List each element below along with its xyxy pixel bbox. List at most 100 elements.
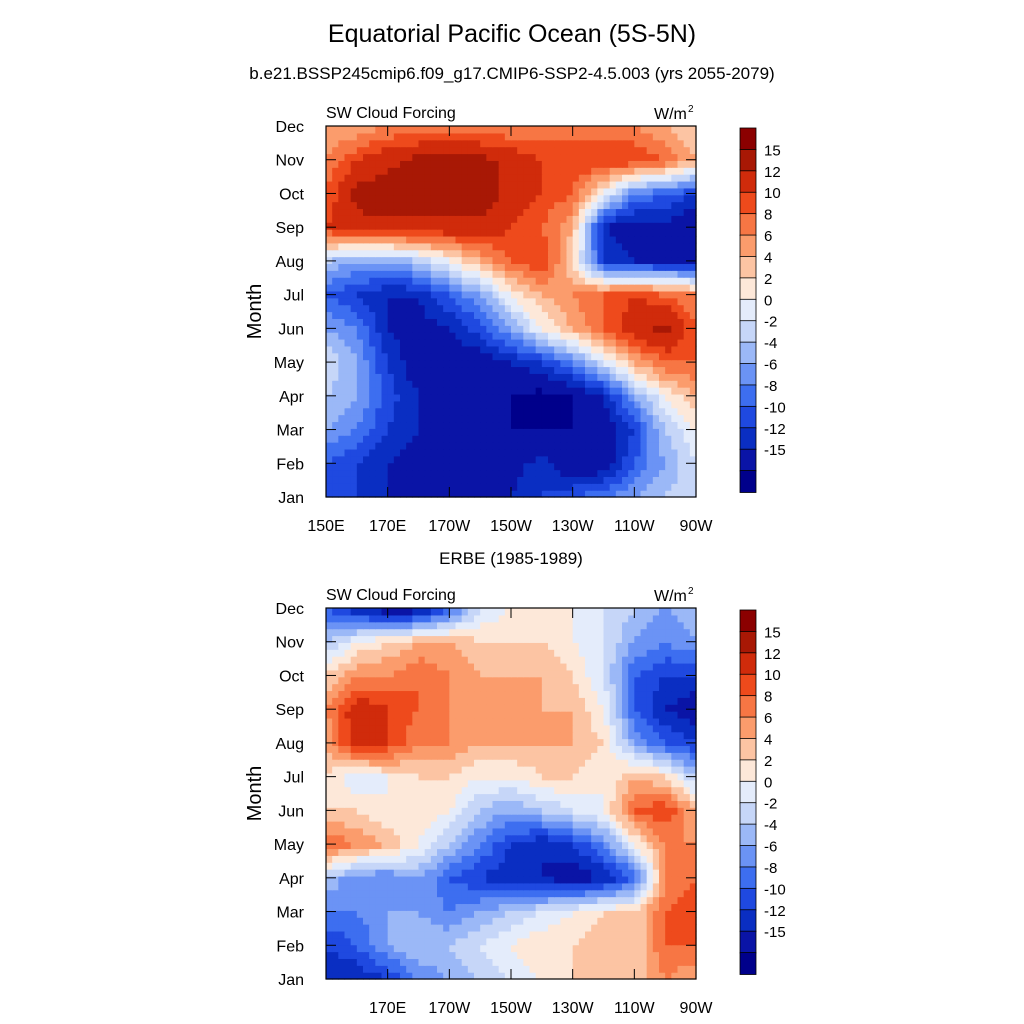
heatmap-cell — [609, 937, 617, 946]
heatmap-cell — [424, 875, 432, 884]
heatmap-cell — [437, 807, 444, 815]
heatmap-cell — [467, 180, 475, 189]
heatmap-cell — [671, 359, 679, 368]
heatmap-cell — [659, 208, 666, 216]
heatmap-cell — [578, 393, 586, 402]
heatmap-cell — [393, 965, 401, 973]
heatmap-cell — [449, 930, 457, 939]
heatmap-cell — [517, 345, 524, 354]
heatmap-cell — [628, 229, 635, 237]
heatmap-cell — [591, 325, 598, 333]
heatmap-cell — [418, 786, 426, 795]
heatmap-cell — [529, 414, 537, 423]
heatmap-cell — [480, 937, 487, 946]
heatmap-cell — [665, 834, 672, 843]
heatmap-cell — [480, 393, 487, 402]
heatmap-cell — [646, 407, 654, 416]
heatmap-cell — [628, 380, 635, 388]
heatmap-cell — [671, 332, 679, 340]
heatmap-cell — [572, 834, 580, 843]
heatmap-cell — [424, 304, 432, 313]
heatmap-cell — [566, 160, 574, 168]
heatmap-cell — [609, 201, 617, 210]
heatmap-cell — [523, 208, 531, 216]
heatmap-cell — [597, 373, 605, 381]
heatmap-cell — [640, 428, 648, 436]
heatmap-cell — [381, 958, 389, 966]
heatmap-cell — [326, 930, 333, 939]
heatmap-cell — [560, 841, 568, 850]
heatmap-cell — [652, 242, 660, 251]
heatmap-cell — [363, 421, 370, 429]
heatmap-cell — [492, 834, 500, 843]
heatmap-cell — [332, 841, 339, 850]
heatmap-cell — [665, 903, 672, 911]
heatmap-cell — [480, 793, 487, 801]
heatmap-cell — [400, 476, 407, 484]
heatmap-cell — [406, 800, 413, 808]
heatmap-cell — [523, 338, 531, 347]
heatmap-cell — [566, 297, 574, 306]
heatmap-cell — [474, 930, 481, 939]
heatmap-cell — [461, 277, 469, 285]
heatmap-cell — [548, 855, 555, 863]
heatmap-cell — [578, 222, 586, 230]
heatmap-cell — [387, 896, 395, 905]
heatmap-cell — [474, 421, 481, 429]
heatmap-cell — [455, 304, 463, 313]
heatmap-cell — [424, 270, 432, 278]
heatmap-cell — [480, 332, 487, 340]
heatmap-cell — [609, 951, 617, 959]
heatmap-cell — [338, 167, 346, 175]
heatmap-cell — [356, 869, 364, 877]
heatmap-cell — [504, 421, 512, 429]
heatmap-cell — [504, 462, 512, 471]
heatmap-cell — [615, 277, 623, 285]
heatmap-cell — [424, 311, 432, 319]
heatmap-cell — [634, 304, 642, 313]
heatmap-cell — [603, 325, 611, 333]
heatmap-cell — [461, 208, 469, 216]
heatmap-cell — [659, 490, 666, 498]
heatmap-cell — [467, 917, 475, 925]
heatmap-cell — [634, 194, 642, 203]
heatmap-cell — [350, 345, 358, 354]
heatmap-cell — [529, 400, 537, 409]
heatmap-cell — [350, 958, 358, 966]
heatmap-cell — [369, 442, 376, 450]
heatmap-cell — [406, 882, 413, 891]
heatmap-cell — [554, 896, 561, 905]
heatmap-cell — [406, 414, 413, 423]
heatmap-cell — [578, 270, 586, 278]
heatmap-cell — [683, 951, 691, 959]
heatmap-cell — [535, 380, 543, 388]
heatmap-cell — [406, 442, 413, 450]
heatmap-cell — [375, 325, 383, 333]
heatmap-cell — [541, 325, 549, 333]
heatmap-cell — [350, 896, 358, 905]
heatmap-cell — [652, 167, 660, 175]
heatmap-cell — [437, 325, 444, 333]
heatmap-cell — [665, 187, 672, 196]
heatmap-cell — [628, 869, 635, 877]
heatmap-cell — [646, 862, 654, 870]
heatmap-cell — [683, 435, 691, 443]
heatmap-cell — [659, 951, 666, 959]
heatmap-cell — [566, 820, 574, 829]
heatmap-cell — [554, 930, 561, 939]
heatmap-cell — [554, 366, 561, 374]
heatmap-cell — [326, 807, 333, 815]
heatmap-cell — [326, 380, 333, 388]
heatmap-cell — [344, 318, 352, 326]
heatmap-cell — [332, 338, 339, 347]
heatmap-cell — [393, 222, 401, 230]
heatmap-cell — [369, 903, 376, 911]
heatmap-cell — [443, 256, 450, 265]
heatmap-cell — [615, 332, 623, 340]
heatmap-cell — [461, 875, 469, 884]
heatmap-cell — [640, 387, 648, 395]
heatmap-cell — [449, 393, 457, 402]
heatmap-cell — [326, 448, 333, 457]
heatmap-cell — [529, 896, 537, 905]
heatmap-cell — [683, 215, 691, 223]
